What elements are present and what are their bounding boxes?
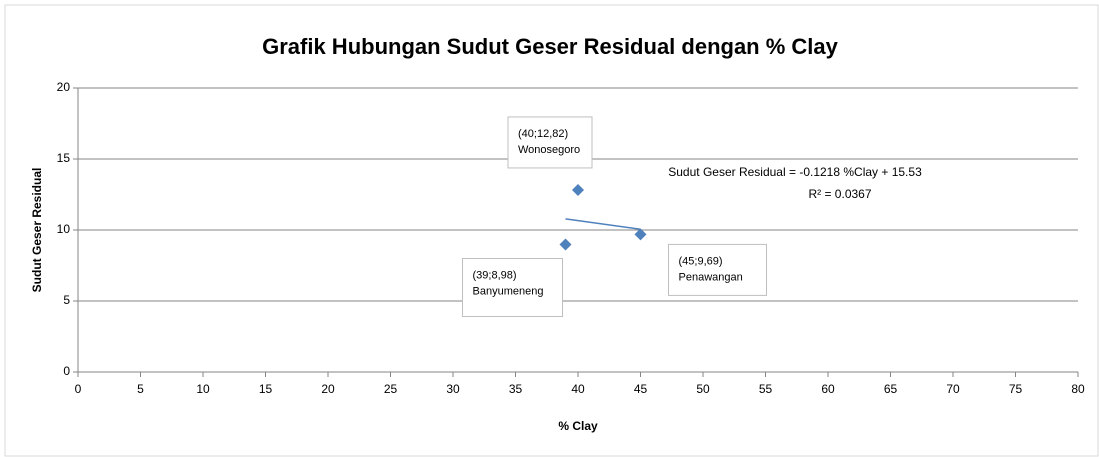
chart-title: Grafik Hubungan Sudut Geser Residual den… bbox=[262, 34, 839, 59]
x-tick-label: 25 bbox=[384, 382, 398, 396]
x-tick-label: 55 bbox=[759, 382, 773, 396]
y-tick-label: 5 bbox=[63, 293, 70, 307]
x-tick-label: 70 bbox=[946, 382, 960, 396]
label-box bbox=[507, 116, 593, 169]
x-axis-title: % Clay bbox=[558, 419, 598, 433]
y-tick-label: 10 bbox=[57, 222, 71, 236]
trendline-equation: Sudut Geser Residual = -0.1218 %Clay + 1… bbox=[668, 165, 922, 179]
label-box bbox=[668, 243, 767, 296]
point-label: Wonosegoro bbox=[518, 144, 580, 156]
x-tick-label: 30 bbox=[446, 382, 460, 396]
trendline bbox=[565, 218, 641, 231]
y-tick-label: 15 bbox=[57, 151, 71, 165]
x-tick-label: 65 bbox=[884, 382, 898, 396]
y-tick-label: 0 bbox=[63, 364, 70, 378]
x-tick-label: 5 bbox=[137, 382, 144, 396]
x-tick-label: 10 bbox=[196, 382, 210, 396]
x-tick-label: 45 bbox=[634, 382, 648, 396]
data-label: (40;12,82) bbox=[518, 128, 568, 140]
point-label: Banyumeneng bbox=[473, 285, 544, 297]
x-tick-label: 80 bbox=[1071, 382, 1085, 396]
x-tick-label: 15 bbox=[259, 382, 273, 396]
point-label: Penawangan bbox=[679, 271, 743, 283]
y-tick-label: 20 bbox=[57, 80, 71, 94]
label-box bbox=[462, 257, 563, 317]
x-tick-label: 0 bbox=[75, 382, 82, 396]
x-tick-label: 35 bbox=[509, 382, 523, 396]
trendline-r-squared: R² = 0.0367 bbox=[808, 187, 871, 201]
x-tick-label: 60 bbox=[821, 382, 835, 396]
marker bbox=[559, 238, 572, 251]
data-label: (39;8,98) bbox=[473, 269, 517, 281]
y-axis-title: Sudut Geser Residual bbox=[30, 168, 44, 293]
x-tick-label: 40 bbox=[571, 382, 585, 396]
marker bbox=[572, 183, 584, 196]
marker bbox=[634, 228, 647, 241]
data-label: (45;9,69) bbox=[679, 255, 723, 267]
x-tick-label: 75 bbox=[1009, 382, 1023, 396]
x-tick-label: 50 bbox=[696, 382, 710, 396]
x-tick-label: 20 bbox=[321, 382, 335, 396]
